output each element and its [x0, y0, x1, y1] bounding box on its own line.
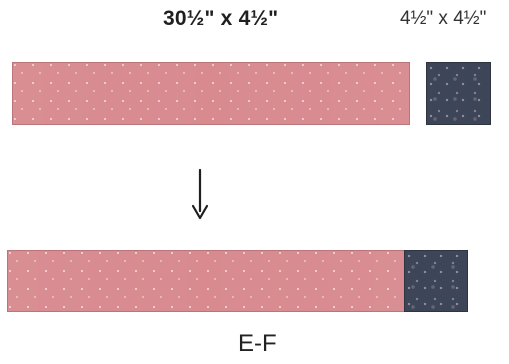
diagram-caption: E-F	[238, 330, 277, 357]
navy-square-bottom	[404, 250, 468, 312]
square-dimension-label: 4½" x 4½"	[400, 8, 487, 29]
down-arrow-icon	[188, 168, 212, 224]
strip-dimension-label: 30½" x 4½"	[163, 7, 279, 30]
pink-strip-bottom	[7, 250, 405, 312]
navy-square-top	[426, 62, 491, 125]
pink-strip-top	[12, 62, 410, 125]
